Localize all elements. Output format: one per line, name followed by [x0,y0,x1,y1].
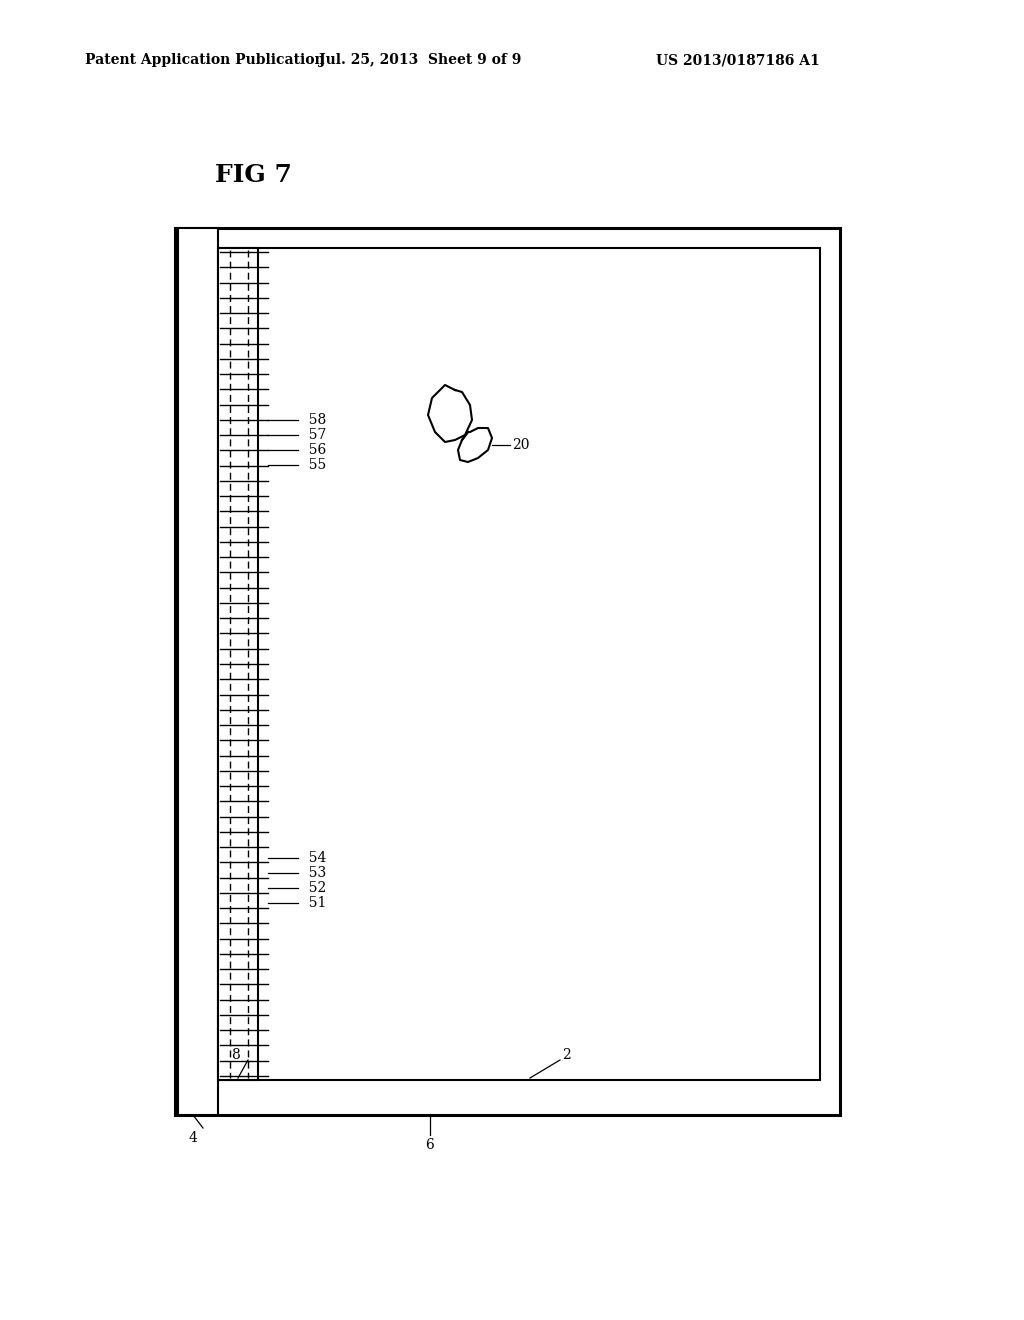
Text: Jul. 25, 2013  Sheet 9 of 9: Jul. 25, 2013 Sheet 9 of 9 [318,53,521,67]
Text: Patent Application Publication: Patent Application Publication [85,53,325,67]
Polygon shape [218,248,258,1080]
Text: 8: 8 [230,1048,240,1063]
Text: 54: 54 [300,851,327,865]
Text: 51: 51 [300,896,327,909]
Polygon shape [178,228,218,1115]
Text: 2: 2 [562,1048,570,1063]
Text: 20: 20 [512,438,529,451]
Text: 4: 4 [188,1131,198,1144]
Text: 56: 56 [300,444,327,457]
Text: 52: 52 [300,880,327,895]
Text: 57: 57 [300,428,327,442]
Text: 53: 53 [300,866,327,880]
Text: 6: 6 [426,1138,434,1152]
Text: 58: 58 [300,413,327,426]
Text: US 2013/0187186 A1: US 2013/0187186 A1 [656,53,820,67]
Text: FIG 7: FIG 7 [215,162,292,187]
Text: 55: 55 [300,458,327,473]
